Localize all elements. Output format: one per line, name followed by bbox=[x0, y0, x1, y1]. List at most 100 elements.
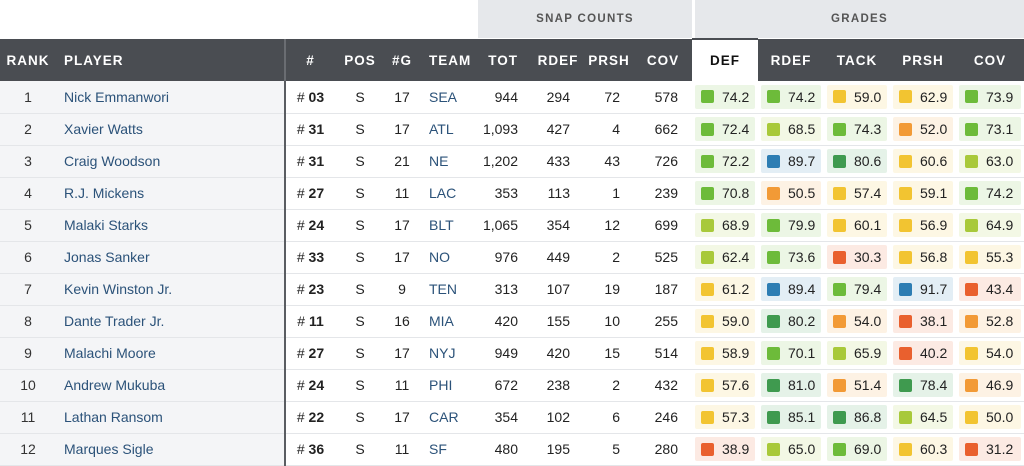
grade-color-swatch bbox=[833, 346, 846, 360]
grade-badge: 74.2 bbox=[695, 84, 755, 109]
grade-color-swatch bbox=[833, 90, 846, 104]
grade-def-cell: 70.8 bbox=[692, 177, 758, 210]
table-row[interactable]: 4 R.J. Mickens # 27 S 11 LAC 353 113 1 239 70.8 50.… bbox=[0, 177, 1024, 210]
player-name-link[interactable]: Dante Trader Jr. bbox=[56, 305, 286, 338]
col-player[interactable]: PLAYER bbox=[56, 39, 286, 81]
player-name-link[interactable]: Marques Sigle bbox=[56, 433, 286, 466]
table-row[interactable]: 3 Craig Woodson # 31 S 21 NE 1,202 433 43 726 72.2… bbox=[0, 145, 1024, 178]
grade-badge: 64.9 bbox=[959, 213, 1021, 237]
table-row[interactable]: 9 Malachi Moore # 27 S 17 NYJ 949 420 15 514 58.9 7… bbox=[0, 337, 1024, 370]
grade-badge: 43.4 bbox=[959, 277, 1021, 301]
team-link[interactable]: SF bbox=[419, 433, 478, 466]
player-name-link[interactable]: Malaki Starks bbox=[56, 209, 286, 242]
position-cell: S bbox=[335, 401, 385, 434]
player-name-link[interactable]: Craig Woodson bbox=[56, 145, 286, 178]
grade-badge: 60.6 bbox=[893, 149, 953, 173]
player-name-link[interactable]: Nick Emmanwori bbox=[56, 81, 286, 114]
rank-cell: 6 bbox=[0, 241, 56, 274]
table-row[interactable]: 8 Dante Trader Jr. # 11 S 16 MIA 420 155 10 255 59… bbox=[0, 305, 1024, 338]
col-team[interactable]: TEAM bbox=[419, 39, 478, 81]
player-name-link[interactable]: Malachi Moore bbox=[56, 337, 286, 370]
grade-badge: 59.0 bbox=[827, 84, 887, 109]
team-link[interactable]: BLT bbox=[419, 209, 478, 242]
grade-color-swatch bbox=[701, 186, 714, 200]
rank-cell: 3 bbox=[0, 145, 56, 178]
grade-prsh-cell: 40.2 bbox=[890, 337, 956, 370]
grade-color-swatch bbox=[701, 410, 714, 424]
grade-rdef-cell: 85.1 bbox=[758, 401, 824, 434]
grade-tack-cell: 60.1 bbox=[824, 209, 890, 242]
col-grade-cov[interactable]: COV bbox=[956, 39, 1024, 81]
grade-badge: 80.6 bbox=[827, 149, 887, 173]
jersey-hash: # bbox=[296, 281, 309, 297]
col-snap-tot[interactable]: TOT bbox=[478, 39, 532, 81]
grade-prsh-cell: 60.3 bbox=[890, 433, 956, 466]
grade-badge: 40.2 bbox=[893, 341, 953, 365]
player-name-link[interactable]: Kevin Winston Jr. bbox=[56, 273, 286, 306]
team-link[interactable]: TEN bbox=[419, 273, 478, 306]
table-row[interactable]: 11 Lathan Ransom # 22 S 17 CAR 354 102 6 246 57.3 8… bbox=[0, 401, 1024, 434]
col-number[interactable]: # bbox=[285, 39, 335, 81]
col-pos[interactable]: POS bbox=[335, 39, 385, 81]
snap-cov-cell: 255 bbox=[634, 305, 692, 338]
col-grade-tack[interactable]: TACK bbox=[824, 39, 890, 81]
team-link[interactable]: ATL bbox=[419, 113, 478, 146]
grade-color-swatch bbox=[899, 282, 912, 296]
grade-color-swatch bbox=[767, 410, 780, 424]
col-grade-prsh[interactable]: PRSH bbox=[890, 39, 956, 81]
table-row[interactable]: 6 Jonas Sanker # 33 S 17 NO 976 449 2 525 62.4 73.6… bbox=[0, 241, 1024, 274]
grade-badge: 85.1 bbox=[761, 405, 821, 429]
col-grade-rdef[interactable]: RDEF bbox=[758, 39, 824, 81]
col-snap-rdef[interactable]: RDEF bbox=[532, 39, 584, 81]
col-grade-def[interactable]: DEF bbox=[692, 38, 758, 81]
col-rank[interactable]: RANK bbox=[0, 39, 56, 81]
player-name-link[interactable]: Lathan Ransom bbox=[56, 401, 286, 434]
player-name-link[interactable]: Andrew Mukuba bbox=[56, 369, 286, 402]
snap-tot-cell: 353 bbox=[478, 177, 532, 210]
table-row[interactable]: 12 Marques Sigle # 36 S 11 SF 480 195 5 280 38.9 65… bbox=[0, 433, 1024, 466]
grade-tack-cell: 86.8 bbox=[824, 401, 890, 434]
player-name-link[interactable]: R.J. Mickens bbox=[56, 177, 286, 210]
team-link[interactable]: NYJ bbox=[419, 337, 478, 370]
snap-cov-cell: 187 bbox=[634, 273, 692, 306]
grade-value: 86.8 bbox=[854, 409, 882, 425]
team-link[interactable]: PHI bbox=[419, 369, 478, 402]
team-link[interactable]: NO bbox=[419, 241, 478, 274]
player-name-link[interactable]: Jonas Sanker bbox=[56, 241, 286, 274]
snap-cov-cell: 432 bbox=[634, 369, 692, 402]
team-link[interactable]: MIA bbox=[419, 305, 478, 338]
position-cell: S bbox=[335, 145, 385, 178]
snap-prsh-cell: 12 bbox=[584, 209, 634, 242]
player-name-link[interactable]: Xavier Watts bbox=[56, 113, 286, 146]
col-snap-cov[interactable]: COV bbox=[634, 39, 692, 81]
grade-value: 59.0 bbox=[854, 88, 882, 105]
col-snap-prsh[interactable]: PRSH bbox=[584, 39, 634, 81]
grade-value: 74.2 bbox=[788, 88, 816, 105]
table-row[interactable]: 5 Malaki Starks # 24 S 17 BLT 1,065 354 12 699 68.… bbox=[0, 209, 1024, 242]
table-row[interactable]: 7 Kevin Winston Jr. # 23 S 9 TEN 313 107 19 187 61… bbox=[0, 273, 1024, 306]
position-cell: S bbox=[335, 81, 385, 114]
team-link[interactable]: NE bbox=[419, 145, 478, 178]
grade-value: 72.2 bbox=[722, 153, 750, 169]
grade-def-cell: 74.2 bbox=[692, 81, 758, 114]
team-link[interactable]: LAC bbox=[419, 177, 478, 210]
grade-badge: 73.1 bbox=[959, 117, 1021, 141]
games-cell: 9 bbox=[385, 273, 419, 306]
grade-tack-cell: 57.4 bbox=[824, 177, 890, 210]
team-link[interactable]: CAR bbox=[419, 401, 478, 434]
grade-value: 73.1 bbox=[986, 121, 1014, 137]
snap-prsh-cell: 1 bbox=[584, 177, 634, 210]
table-row[interactable]: 2 Xavier Watts # 31 S 17 ATL 1,093 427 4 662 72.4 6… bbox=[0, 113, 1024, 146]
team-link[interactable]: SEA bbox=[419, 81, 478, 114]
grade-badge: 46.9 bbox=[959, 373, 1021, 397]
col-games[interactable]: #G bbox=[385, 39, 419, 81]
table-row[interactable]: 1 Nick Emmanwori # 03 S 17 SEA 944 294 72 578 74.2… bbox=[0, 81, 1024, 114]
table-row[interactable]: 10 Andrew Mukuba # 24 S 11 PHI 672 238 2 432 57.6 8… bbox=[0, 369, 1024, 402]
jersey-number: 23 bbox=[308, 281, 325, 297]
jersey-number-cell: # 31 bbox=[285, 113, 335, 146]
grade-tack-cell: 79.4 bbox=[824, 273, 890, 306]
grade-badge: 57.4 bbox=[827, 181, 887, 205]
position-cell: S bbox=[335, 433, 385, 466]
grade-cov-cell: 46.9 bbox=[956, 369, 1024, 402]
grade-prsh-cell: 59.1 bbox=[890, 177, 956, 210]
